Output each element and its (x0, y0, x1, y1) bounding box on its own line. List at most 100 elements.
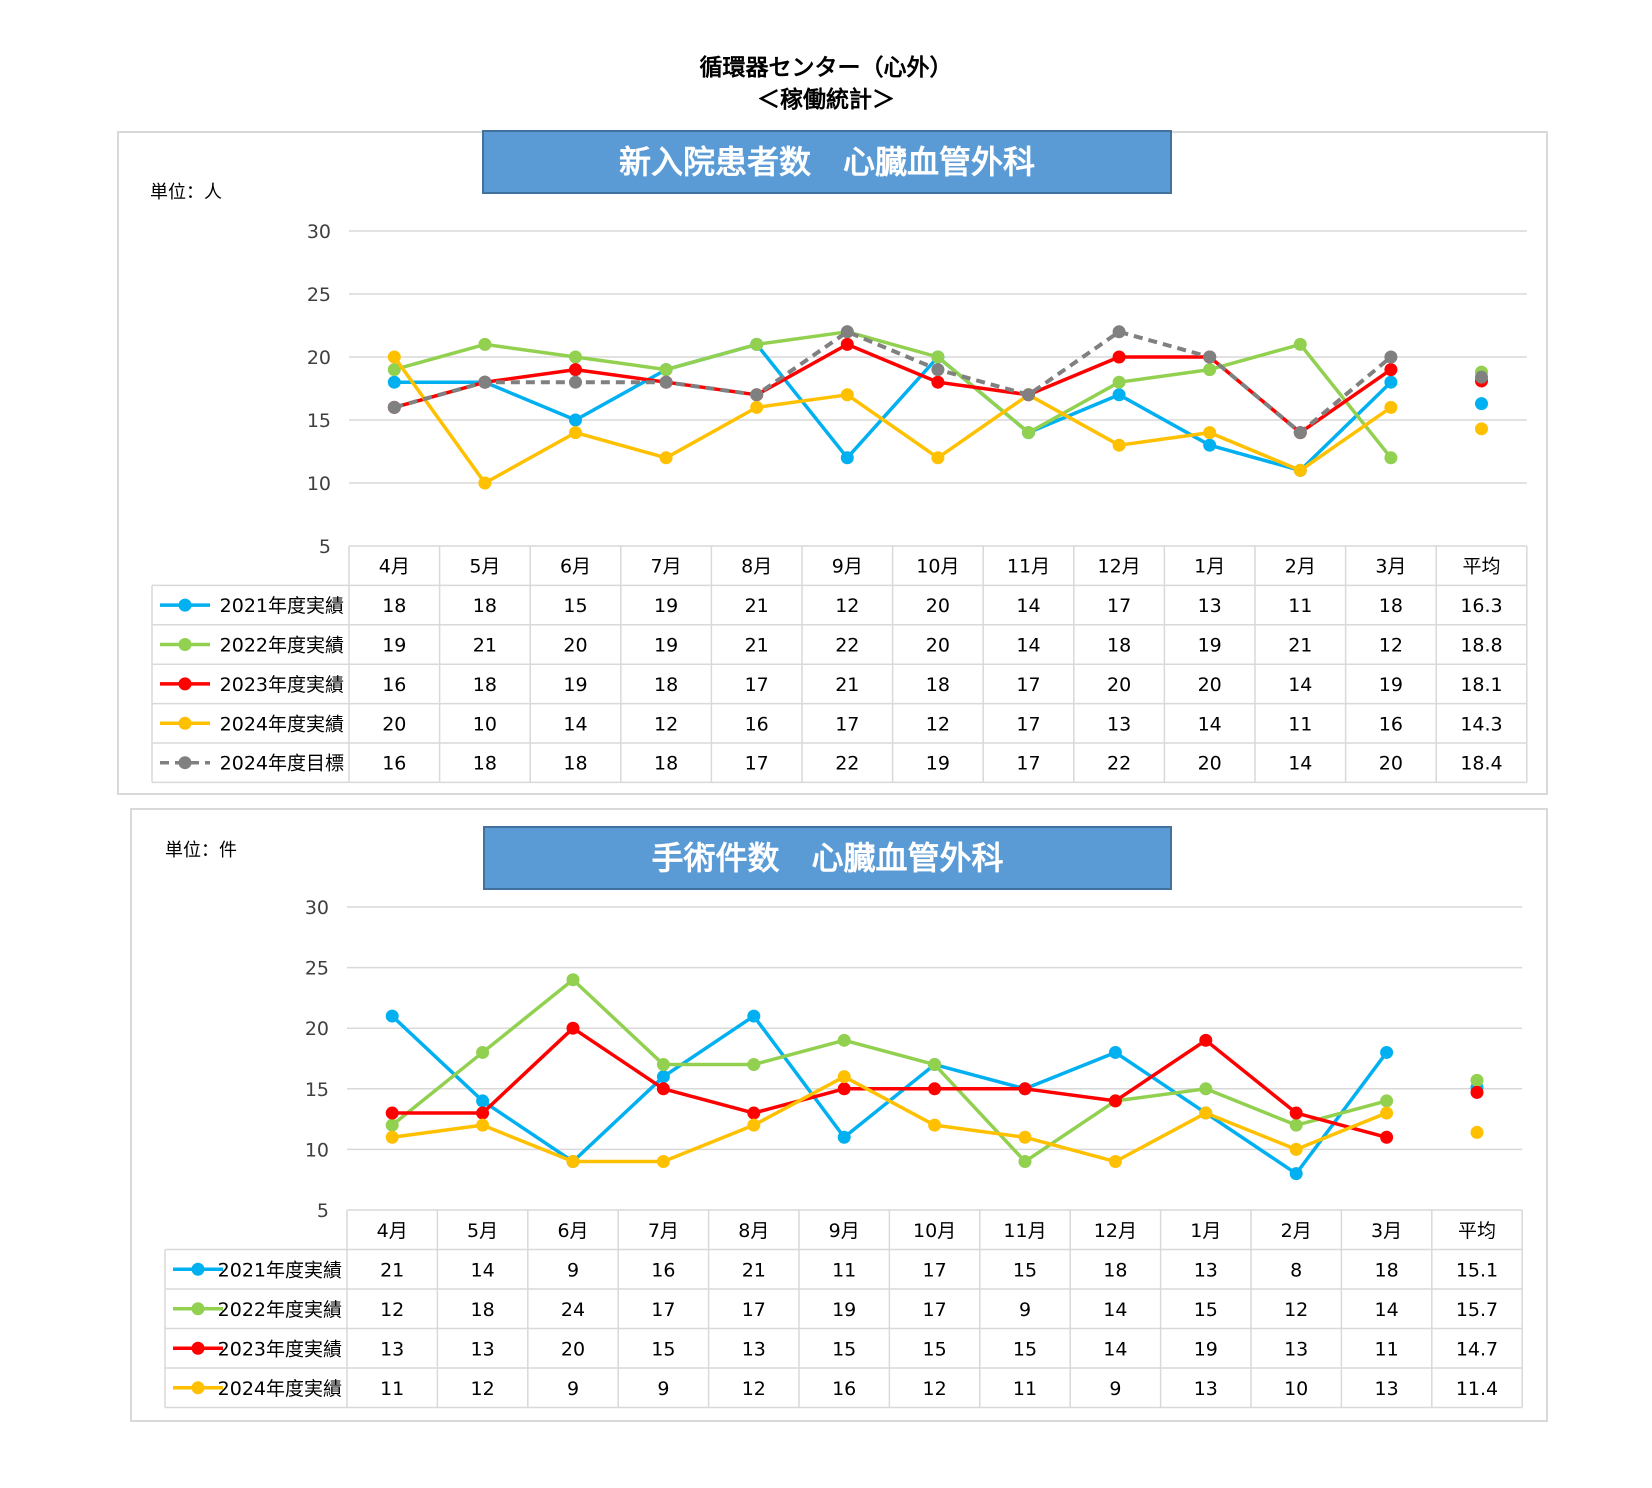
admissions-data-point (1203, 438, 1217, 452)
page-title-line1: 循環器センター（心外） (699, 55, 953, 81)
surgeries-data-point (928, 1058, 942, 1072)
surgeries-table-cell: 21 (742, 1259, 766, 1281)
admissions-table-cell: 21 (835, 674, 859, 696)
surgeries-data-point (566, 973, 580, 987)
admissions-table-cell: 18 (1107, 635, 1131, 657)
surgeries-table-cell: 10 (1284, 1378, 1308, 1400)
admissions-data-point (1203, 350, 1217, 364)
surgeries-data-point (837, 1033, 851, 1047)
admissions-category-label: 9月 (832, 556, 863, 578)
surgeries-y-tick-label: 15 (305, 1079, 329, 1101)
admissions-series-5 (387, 325, 1488, 440)
admissions-data-point (750, 337, 764, 351)
admissions-table-cell: 22 (1107, 753, 1131, 775)
surgeries-legend-marker (191, 1262, 205, 1276)
admissions-category-label: 2月 (1285, 556, 1316, 578)
surgeries-data-point (747, 1106, 761, 1120)
surgeries-data-point (1289, 1106, 1303, 1120)
admissions-y-tick-label: 5 (319, 536, 331, 558)
admissions-data-point (569, 426, 582, 440)
admissions-table-cell: 22 (835, 635, 859, 657)
admissions-table-cell: 18 (563, 753, 587, 775)
admissions-data-point (931, 375, 945, 389)
admissions-data-point (659, 375, 673, 389)
admissions-legend-marker (178, 638, 192, 651)
admissions-table-cell: 18 (473, 674, 497, 696)
surgeries-category-label: 6月 (557, 1220, 588, 1242)
admissions-data-point (387, 350, 401, 364)
admissions-data-point (1384, 375, 1398, 389)
admissions-data-point (1022, 388, 1035, 402)
admissions-data-point (387, 400, 401, 414)
admissions-unit-label: 単位：人 (150, 182, 222, 203)
surgeries-legend-marker (191, 1381, 205, 1395)
admissions-legend-label: 2024年度実績 (220, 713, 344, 735)
admissions-category-label: 8月 (741, 556, 772, 578)
surgeries-category-label: 8月 (738, 1220, 769, 1242)
surgeries-data-point (385, 1009, 399, 1023)
surgeries-data-point (928, 1118, 942, 1132)
surgeries-data-point (837, 1082, 851, 1096)
surgeries-series-line (392, 1026, 1388, 1139)
surgeries-data-point (1108, 1094, 1122, 1108)
surgeries-category-label: 5月 (467, 1220, 498, 1242)
admissions-table-cell: 18 (654, 674, 678, 696)
surgeries-table-cell: 19 (832, 1299, 856, 1321)
surgeries-series-4 (385, 1070, 1484, 1169)
surgeries-category-label: 4月 (377, 1220, 408, 1242)
surgeries-data-point (1289, 1118, 1303, 1132)
surgeries-table-cell: 17 (923, 1299, 947, 1321)
admissions-table-cell: 18 (382, 595, 406, 617)
admissions-data-point (1293, 463, 1307, 477)
surgeries-table-cell: 17 (742, 1299, 766, 1321)
admissions-data-point (387, 375, 401, 389)
admissions-series-line (393, 330, 1393, 459)
surgeries-legend-label: 2021年度実績 (218, 1259, 342, 1281)
admissions-table-cell: 18 (473, 595, 497, 617)
surgeries-table-cell: 14 (471, 1259, 495, 1281)
surgeries-table-cell: 13 (471, 1338, 495, 1360)
admissions-y-tick-label: 25 (307, 284, 331, 306)
admissions-data-point (931, 363, 945, 377)
page-title-line2: ＜稼働統計＞ (757, 87, 895, 113)
admissions-table-cell: 12 (835, 595, 859, 617)
admissions-data-point (1112, 350, 1126, 364)
surgeries-table-cell: 9 (657, 1378, 669, 1400)
admissions-table-avg-cell: 18.8 (1460, 635, 1502, 657)
admissions-data-point (569, 413, 582, 427)
admissions-table-cell: 18 (654, 753, 678, 775)
surgeries-table-cell: 11 (1013, 1378, 1037, 1400)
surgeries-category-label: 2月 (1281, 1220, 1312, 1242)
surgeries-table-cell: 9 (567, 1378, 579, 1400)
admissions-category-label: 7月 (651, 556, 682, 578)
admissions-y-tick-label: 20 (307, 347, 331, 369)
admissions-table-cell: 11 (1288, 595, 1312, 617)
surgeries-table-cell: 18 (1103, 1259, 1127, 1281)
surgeries-category-label: 9月 (829, 1220, 860, 1242)
surgeries-chart-panel (130, 808, 1548, 1422)
surgeries-legend-label: 2023年度実績 (218, 1338, 342, 1360)
admissions-table-cell: 20 (1379, 753, 1403, 775)
admissions-table-cell: 12 (1379, 635, 1403, 657)
admissions-legend-marker (178, 716, 192, 730)
admissions-category-label: 3月 (1375, 556, 1406, 578)
admissions-category-label: 4月 (379, 556, 410, 578)
surgeries-category-label: 3月 (1371, 1220, 1402, 1242)
admissions-data-point (1293, 426, 1307, 440)
surgeries-table-avg-cell: 15.7 (1456, 1299, 1498, 1321)
surgeries-data-point (656, 1155, 670, 1169)
admissions-table-avg-cell: 18.4 (1460, 753, 1502, 775)
surgeries-table-cell: 13 (742, 1338, 766, 1360)
surgeries-series-line (391, 977, 1388, 1164)
admissions-table-cell: 16 (745, 713, 769, 735)
surgeries-table-cell: 15 (1013, 1259, 1037, 1281)
surgeries-data-point (1108, 1155, 1122, 1169)
surgeries-table-cell: 13 (1194, 1259, 1218, 1281)
admissions-table-cell: 20 (926, 595, 950, 617)
surgeries-table-cell: 9 (1019, 1299, 1031, 1321)
surgeries-table-cell: 17 (651, 1299, 675, 1321)
admissions-table-cell: 17 (1107, 595, 1131, 617)
surgeries-category-label: 12月 (1094, 1220, 1137, 1242)
admissions-data-point (1022, 426, 1035, 440)
admissions-table-cell: 20 (1198, 674, 1222, 696)
